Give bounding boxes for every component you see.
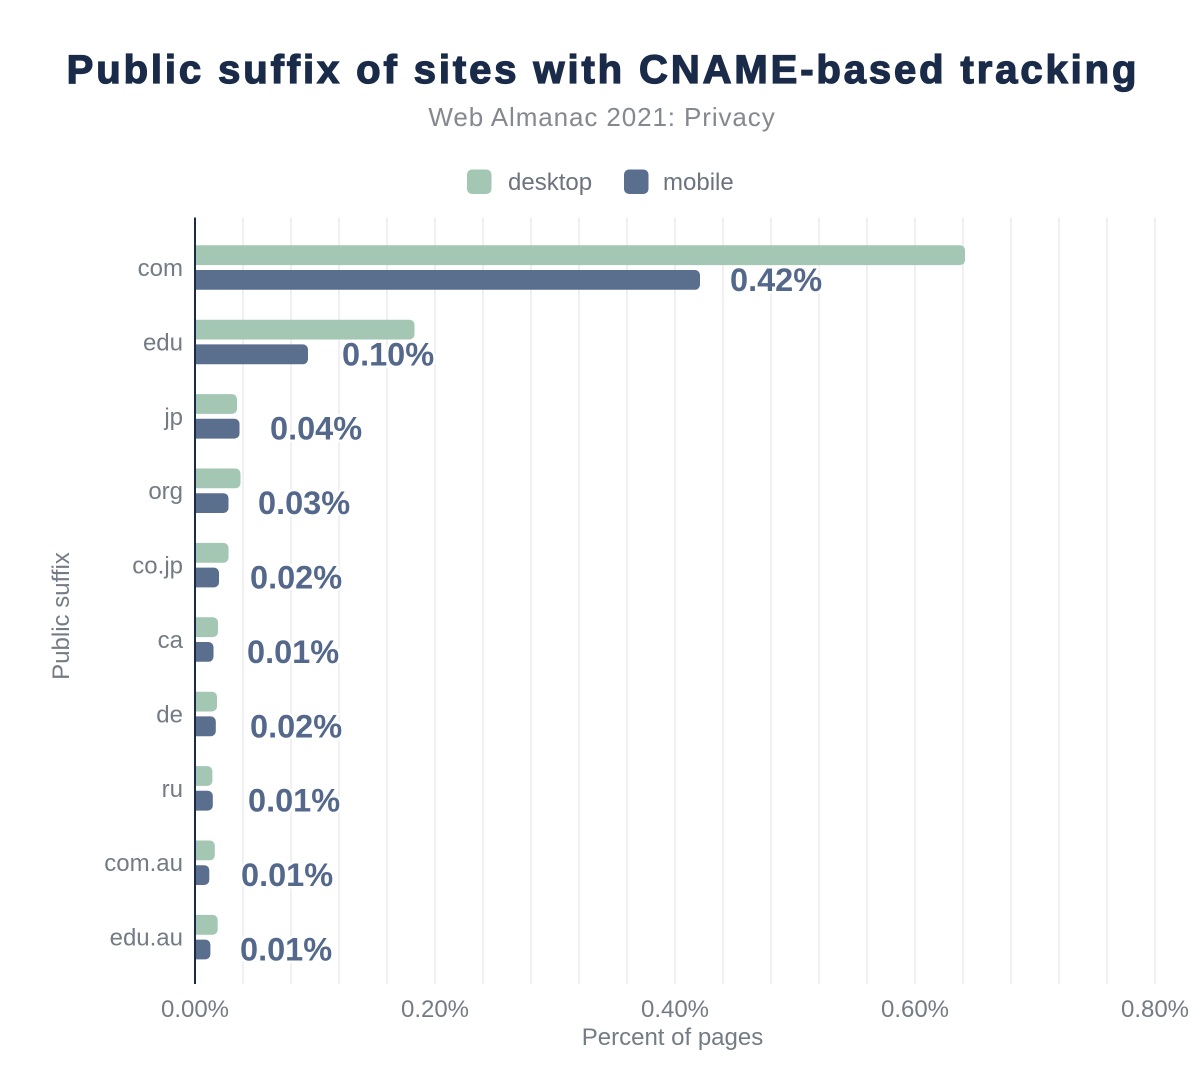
svg-text:0.10%: 0.10% [342, 336, 434, 372]
svg-text:edu.au: edu.au [110, 925, 183, 952]
svg-text:0.02%: 0.02% [250, 560, 342, 596]
svg-text:ca: ca [158, 627, 184, 654]
svg-text:0.60%: 0.60% [881, 996, 949, 1023]
svg-text:0.00%: 0.00% [161, 996, 229, 1023]
svg-text:0.42%: 0.42% [730, 262, 822, 298]
svg-text:Public suffix of sites with CN: Public suffix of sites with CNAME-based … [67, 48, 1140, 92]
svg-text:com.au: com.au [104, 850, 183, 877]
svg-text:mobile: mobile [663, 169, 734, 196]
svg-text:Web Almanac 2021: Privacy: Web Almanac 2021: Privacy [428, 102, 775, 132]
svg-text:jp: jp [163, 404, 183, 431]
svg-text:Percent of pages: Percent of pages [582, 1024, 763, 1051]
svg-text:desktop: desktop [508, 169, 592, 196]
svg-text:0.02%: 0.02% [250, 708, 342, 744]
svg-text:0.80%: 0.80% [1121, 996, 1189, 1023]
svg-text:ru: ru [162, 776, 183, 803]
svg-text:de: de [156, 702, 183, 729]
svg-text:co.jp: co.jp [132, 553, 183, 580]
svg-text:0.40%: 0.40% [641, 996, 709, 1023]
svg-text:Public suffix: Public suffix [48, 552, 75, 680]
svg-text:0.01%: 0.01% [240, 932, 332, 968]
svg-text:0.01%: 0.01% [248, 783, 340, 819]
svg-text:edu: edu [143, 330, 183, 357]
svg-text:0.01%: 0.01% [247, 634, 339, 670]
svg-text:com: com [138, 255, 183, 282]
svg-text:org: org [148, 478, 183, 505]
svg-text:0.03%: 0.03% [258, 485, 350, 521]
svg-text:0.01%: 0.01% [241, 857, 333, 893]
svg-text:0.04%: 0.04% [270, 411, 362, 447]
svg-text:0.20%: 0.20% [401, 996, 469, 1023]
